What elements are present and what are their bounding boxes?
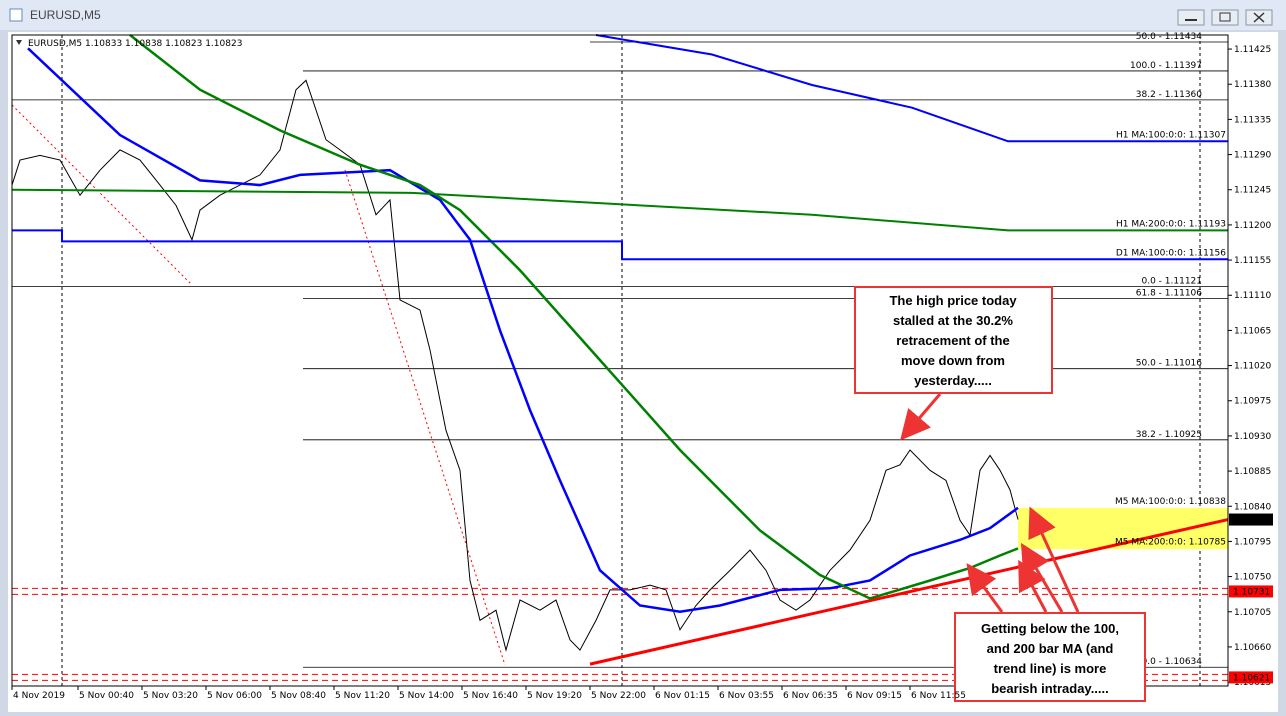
symbol-info: EURUSD,M5 1.10833 1.10838 1.10823 1.1082… [28,39,242,49]
x-tick-label: 6 Nov 01:15 [655,691,710,701]
y-tick-label: 1.11290 [1234,151,1271,161]
y-tick-label: 1.11200 [1234,221,1271,231]
y-tick-label: 1.10795 [1234,537,1271,547]
series-line [12,229,1228,261]
price-box-label: 1.10731 [1233,587,1270,597]
series-label: D1 MA:100:0:0: 1.11156 [1116,248,1226,258]
x-tick-label: 4 Nov 2019 [13,691,65,701]
callout-text: and 200 bar MA (and [987,641,1114,656]
plot: 50.0 - 1.11434 100.0 - 1.11397 38.2 - 1.11… [11,32,1229,681]
trend-line [589,518,1229,666]
series-line [11,79,1019,652]
callout-arrow [1028,506,1080,613]
x-tick-label: 5 Nov 00:40 [79,691,134,701]
series-line [129,34,1019,600]
callout-arrow [966,563,1004,613]
close-icon [1253,12,1265,23]
annotations: The high price today stalled at the 30.2%… [854,286,1146,702]
x-tick-label: 5 Nov 22:00 [591,691,646,701]
fib-label: 50.0 - 1.11434 [1136,32,1202,42]
fib-label: 0.0 - 1.11121 [1142,277,1203,287]
info-icon [16,40,22,45]
callout-text: bearish intraday..... [991,681,1109,696]
x-tick-label: 6 Nov 11:55 [911,691,966,701]
fib-label: 50.0 - 1.11016 [1136,359,1202,369]
chart-area [8,32,1278,712]
callout-text: Getting below the 100, [981,621,1119,636]
price-box-label: 1.10823 [1233,516,1270,526]
callout-text: yesterday..... [914,373,992,388]
fib-label: 61.8 - 1.11106 [1136,288,1202,298]
callout-box [854,286,1053,394]
y-tick-label: 1.10975 [1234,397,1271,407]
x-tick-label: 5 Nov 06:00 [207,691,262,701]
y-tick-label: 1.11155 [1234,256,1271,266]
x-tick-label: 6 Nov 09:15 [847,691,902,701]
price-box [1229,585,1273,598]
callout-text: trend line) is more [994,661,1107,676]
price-box [1229,671,1273,684]
price-box-label: 1.10621 [1233,673,1270,683]
fib-label: 38.2 - 1.11360 [1136,90,1202,100]
callout-text: stalled at the 30.2% [893,313,1013,328]
y-tick-label: 1.11425 [1234,45,1271,55]
maximize-button[interactable] [1211,9,1239,26]
price-box [1229,513,1273,526]
series-line [11,188,1228,232]
series-label: H1 MA:200:0:0: 1.11193 [1116,219,1226,229]
fib-label: 100.0 - 1.11397 [1130,61,1202,71]
x-tick-label: 6 Nov 03:55 [719,691,774,701]
x-tick-label: 5 Nov 19:20 [527,691,582,701]
y-tick-label: 1.11245 [1234,186,1271,196]
callout-arrow [900,393,942,441]
fib-drawing [344,169,506,666]
x-tick-label: 5 Nov 14:00 [399,691,454,701]
series-label: M5 MA:200:0:0: 1.10785 [1115,537,1226,547]
y-tick-label: 1.10840 [1234,502,1271,512]
window-icon [9,8,23,22]
plot-frame [11,34,1229,687]
x-tick-label: 5 Nov 08:40 [271,691,326,701]
y-tick-label: 1.10750 [1234,573,1271,583]
minimize-button[interactable] [1177,9,1205,26]
series-label: M5 MA:100:0:0: 1.10838 [1115,497,1226,507]
maximize-icon [1219,12,1231,22]
y-tick-label: 1.10885 [1234,467,1271,477]
x-tick-label: 5 Nov 11:20 [335,691,390,701]
y-tick-label: 1.11065 [1234,326,1271,336]
window-title: EURUSD,M5 [30,8,101,22]
fib-label: 0.0 - 1.10634 [1142,657,1203,667]
callout-text: The high price today [889,293,1017,308]
y-tick-label: 1.11020 [1234,362,1271,372]
callout-arrow [1018,559,1048,613]
series-label: H1 MA:100:0:0: 1.11307 [1116,130,1226,140]
callout-text: move down from [901,353,1005,368]
y-tick-label: 1.11110 [1234,291,1271,301]
x-tick-label: 6 Nov 06:35 [783,691,838,701]
fib-label: 38.2 - 1.10925 [1136,430,1202,440]
y-tick-label: 1.10705 [1234,608,1271,618]
y-tick-label: 1.11335 [1234,115,1271,125]
callout-text: retracement of the [896,333,1009,348]
title-bar [0,0,1286,30]
callout-box [954,612,1146,702]
y-tick-label: 1.10660 [1234,643,1271,653]
y-tick-label: 1.11380 [1234,80,1271,90]
x-tick-label: 5 Nov 03:20 [143,691,198,701]
x-tick-label: 5 Nov 16:40 [463,691,518,701]
series-line [595,34,1228,143]
series-line [27,47,1019,614]
y-tick-label: 1.10930 [1234,432,1271,442]
